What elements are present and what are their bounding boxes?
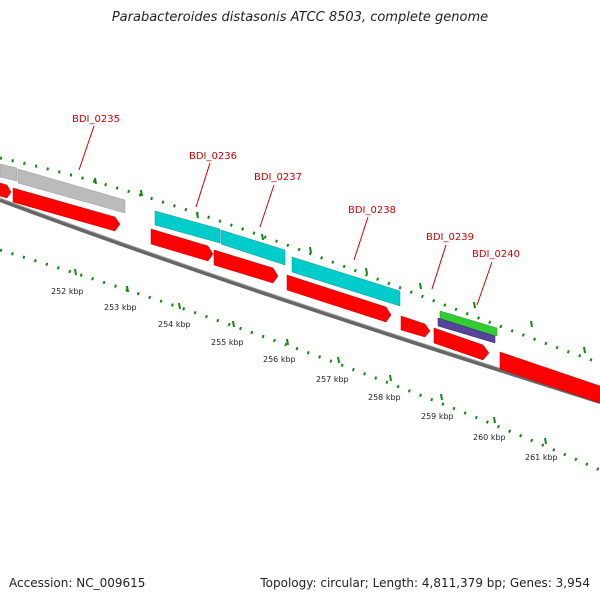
gene-label-bdi-0238[interactable]: BDI_0238 <box>348 205 396 216</box>
cds-arrow-1[interactable] <box>12 187 121 232</box>
cds-arrow-3[interactable] <box>213 249 279 284</box>
grey-feature-bdi-0235[interactable] <box>17 168 126 214</box>
cyan-feature-bdi-0236[interactable] <box>154 210 221 244</box>
kbp-label-253: 253 kbp <box>104 303 137 312</box>
kbp-label-260: 260 kbp <box>473 433 506 442</box>
inner-tick-arc <box>0 248 600 472</box>
purple-feature-bdi-0240[interactable] <box>437 317 496 344</box>
kbp-label-257: 257 kbp <box>316 375 349 384</box>
gene-label-bdi-0240[interactable]: BDI_0240 <box>472 249 520 260</box>
cds-arrow-0[interactable] <box>0 182 12 199</box>
kbp-label-254: 254 kbp <box>158 320 191 329</box>
gene-label-bdi-0235[interactable]: BDI_0235 <box>72 114 120 125</box>
cds-arrows[interactable] <box>0 182 600 404</box>
kbp-label-256: 256 kbp <box>263 355 296 364</box>
cyan-feature-bdi-0238[interactable] <box>291 256 401 307</box>
grey-feature-left[interactable] <box>0 163 18 182</box>
kbp-label-252: 252 kbp <box>51 287 84 296</box>
cds-arrow-6[interactable] <box>433 327 490 361</box>
cds-arrow-7[interactable] <box>499 351 600 404</box>
gene-label-bdi-0239[interactable]: BDI_0239 <box>426 232 474 243</box>
outer-major-ticks <box>94 177 586 354</box>
kbp-label-261: 261 kbp <box>525 453 558 462</box>
genome-backbone <box>0 198 600 404</box>
gene-label-bdi-0236[interactable]: BDI_0236 <box>189 151 237 162</box>
kbp-label-259: 259 kbp <box>421 412 454 421</box>
map-title: Parabacteroides distasonis ATCC 8503, co… <box>111 10 489 25</box>
green-feature-bdi-0240[interactable] <box>439 310 498 337</box>
cds-arrow-5[interactable] <box>400 315 431 338</box>
inner-major-ticks <box>74 268 547 445</box>
cyan-feature-bdi-0237[interactable] <box>220 229 286 266</box>
genome-summary-text: Topology: circular; Length: 4,811,379 bp… <box>260 576 590 590</box>
label-leaders <box>78 125 493 306</box>
kbp-label-258: 258 kbp <box>368 393 401 402</box>
cds-arrow-4[interactable] <box>286 274 392 323</box>
gene-label-bdi-0237[interactable]: BDI_0237 <box>254 172 302 183</box>
accession-text: Accession: NC_009615 <box>9 576 146 590</box>
cds-arrow-2[interactable] <box>150 228 214 262</box>
kbp-label-255: 255 kbp <box>211 338 244 347</box>
